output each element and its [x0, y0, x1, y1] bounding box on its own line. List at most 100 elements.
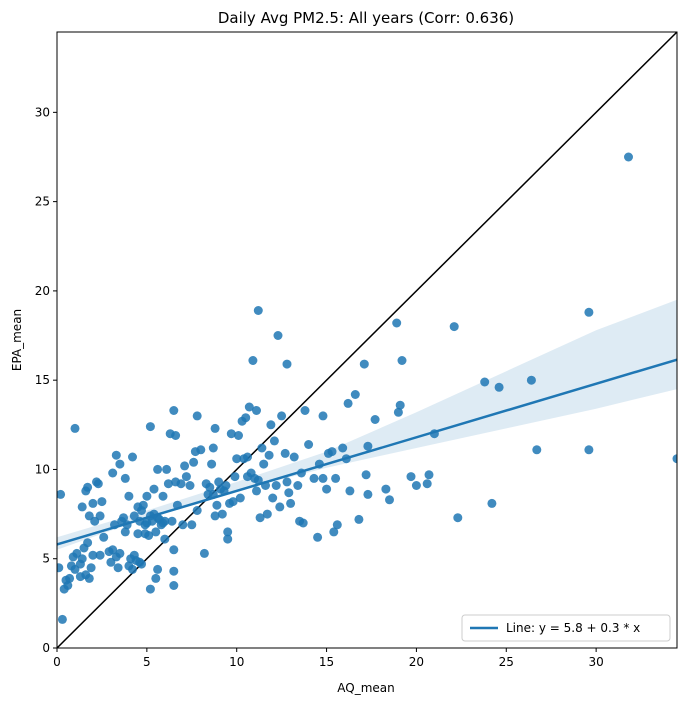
data-point [171, 431, 181, 440]
data-point [65, 573, 75, 583]
data-point [210, 511, 220, 521]
data-point [169, 581, 179, 590]
data-point [113, 563, 123, 573]
data-point [350, 390, 360, 399]
data-point [385, 495, 394, 505]
data-point [284, 488, 294, 498]
data-point [207, 459, 217, 469]
data-point [453, 513, 463, 523]
data-point [363, 489, 373, 499]
data-point [192, 506, 202, 515]
data-point [280, 448, 290, 458]
identity-line [57, 32, 677, 648]
data-point [392, 318, 402, 328]
data-point [181, 472, 191, 482]
data-point [532, 445, 542, 455]
x-tick-label: 30 [588, 655, 603, 669]
data-point [282, 477, 292, 487]
data-point [395, 400, 405, 410]
data-point [205, 482, 215, 492]
data-point [142, 491, 152, 501]
data-point [393, 407, 403, 417]
y-tick-label: 0 [42, 641, 50, 655]
data-point [264, 450, 274, 460]
data-point [262, 509, 272, 519]
data-point [223, 527, 233, 537]
data-point [252, 486, 261, 496]
data-point [83, 538, 93, 548]
data-point [269, 436, 279, 446]
data-point [226, 429, 236, 439]
data-point [584, 307, 594, 317]
data-point [298, 518, 308, 528]
data-point [480, 377, 490, 387]
data-point [243, 452, 252, 462]
data-point [95, 550, 105, 560]
data-point [151, 573, 161, 583]
data-point [57, 489, 66, 499]
data-point [449, 322, 459, 332]
data-point [282, 359, 292, 369]
data-point [313, 532, 323, 542]
data-point [359, 359, 369, 369]
data-point [397, 356, 407, 365]
data-point [108, 545, 118, 555]
data-point [259, 459, 269, 469]
data-point [83, 482, 93, 492]
data-point [119, 513, 128, 523]
data-point [248, 356, 258, 365]
data-point [345, 486, 355, 496]
data-point [244, 402, 254, 412]
data-point [672, 454, 677, 464]
data-point [180, 461, 190, 471]
data-point [370, 415, 380, 424]
data-point [230, 472, 240, 482]
x-tick-label: 20 [409, 655, 424, 669]
data-point [192, 411, 202, 421]
data-point [196, 445, 206, 455]
x-axis-ticks: 0 5 10 15 20 25 30 [53, 648, 604, 669]
data-point [151, 527, 161, 537]
data-point [86, 563, 96, 573]
data-point [129, 511, 139, 521]
x-axis-label: AQ_mean [337, 681, 394, 695]
data-point [124, 491, 134, 501]
data-point [422, 479, 432, 489]
data-point [210, 423, 220, 433]
data-point [128, 452, 137, 462]
data-point [286, 498, 296, 508]
data-point [332, 520, 342, 530]
data-point [137, 559, 146, 569]
data-point [128, 564, 137, 574]
data-point [584, 445, 594, 455]
data-point [217, 509, 227, 519]
data-point [318, 473, 328, 483]
data-point [57, 614, 67, 624]
data-point [241, 413, 251, 423]
data-point [178, 520, 188, 530]
data-point [304, 440, 314, 449]
data-point [145, 584, 155, 594]
data-point [268, 493, 278, 503]
data-point [411, 481, 421, 490]
data-point [309, 473, 319, 483]
data-point [95, 511, 105, 521]
data-point [176, 479, 186, 489]
plot-frame [56, 31, 678, 649]
data-point [145, 422, 155, 432]
data-point [214, 477, 224, 487]
data-point [293, 481, 303, 490]
data-point [167, 516, 177, 526]
data-point [252, 406, 261, 415]
chart-title: Daily Avg PM2.5: All years (Corr: 0.636) [218, 9, 514, 27]
data-point [343, 398, 353, 408]
data-point [162, 464, 172, 474]
data-point [84, 573, 94, 583]
data-point [235, 493, 245, 503]
x-tick-label: 5 [143, 655, 151, 669]
data-point [329, 527, 339, 537]
y-axis-label: EPA_mean [10, 309, 24, 371]
y-tick-label: 25 [35, 195, 50, 209]
data-point [232, 454, 242, 464]
